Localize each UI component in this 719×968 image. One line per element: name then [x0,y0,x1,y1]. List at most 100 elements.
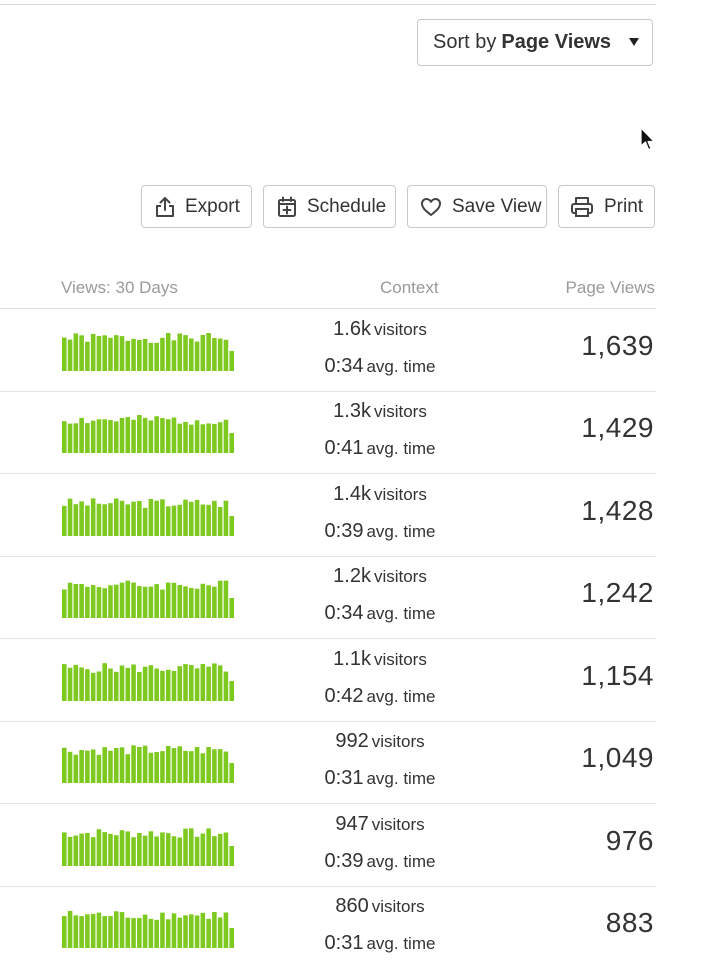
sparkline-bar [189,665,194,701]
sparkline-bar [119,830,125,866]
table-row[interactable]: 947 visitors 0:39 avg. time 976 [0,804,656,887]
table-row[interactable]: 1.2k visitors 0:34 avg. time 1,242 [0,556,656,639]
heart-icon [421,197,441,216]
sparkline-bar [200,912,206,948]
sparkline-bar [90,837,96,866]
avg-time-unit: avg. time [366,357,436,376]
sparkline-bar [131,664,136,701]
row-divider [0,391,656,392]
sparkline-bar [90,420,96,453]
sparkline-bar [194,668,200,701]
visitors-unit: visitors [373,567,427,586]
sparkline-bar [137,747,142,783]
sparkline-bar [200,753,206,783]
sparkline-bar [223,751,229,783]
visitors-count: 1.2k [333,565,371,587]
sparkline-bar [171,836,177,866]
sparkline-bar [183,915,188,948]
sparkline-bar [148,499,154,536]
sparkline-bar [206,423,211,453]
table-row[interactable]: 1.3k visitors 0:41 avg. time 1,429 [0,391,656,474]
sort-dropdown[interactable]: Sort by Page Views [417,19,653,66]
sparkline-chart [62,498,234,536]
sparkline-bar [142,338,148,371]
sparkline-bar [223,339,229,371]
sparkline-bar [85,505,90,536]
sparkline-bar [229,681,234,701]
sparkline-bar [183,335,188,371]
save-view-button[interactable]: Save View [407,185,547,228]
sparkline-bar [183,499,188,536]
sparkline-bar [177,584,183,618]
sparkline-bar [206,666,211,701]
sparkline-bar [194,341,200,371]
sparkline-bar [148,752,154,783]
export-button[interactable]: Export [141,185,252,228]
sparkline-bar [67,339,73,371]
sparkline-bar [154,836,159,866]
sparkline-bar [73,915,79,948]
sparkline-bar [137,833,142,866]
visitors-unit: visitors [371,732,425,751]
header-page-views: Page Views [565,278,655,297]
sparkline-bar [90,749,96,783]
sparkline-bar [194,915,200,948]
sparkline-bar [125,580,131,618]
sparkline-bar [96,503,102,536]
sparkline-bar [125,504,131,536]
visitors-context: 1.2k visitors [300,565,460,588]
sparkline-bar [148,342,154,371]
print-button[interactable]: Print [558,185,655,228]
sort-prefix: Sort by [433,31,497,53]
sparkline-bar [165,669,171,701]
sparkline-bar [131,419,136,453]
sparkline-bar [79,335,84,371]
header-context: Context [380,278,439,297]
sparkline-bar [165,506,171,536]
sparkline-bar [108,833,113,866]
sparkline-bar [125,667,131,701]
table-row[interactable]: 1.1k visitors 0:42 avg. time 1,154 [0,639,656,722]
visitors-unit: visitors [373,320,427,339]
schedule-label: Schedule [307,195,387,217]
sparkline-bar [62,337,67,371]
sparkline-bar [229,433,234,453]
sparkline-bar [171,748,177,783]
sparkline-bar [113,421,119,453]
row-divider [0,803,656,804]
row-divider [0,638,656,639]
sparkline-bar [85,669,90,701]
sparkline-bar [177,423,183,453]
sparkline-bar [171,582,177,618]
sparkline-bar [113,584,119,618]
sparkline-bar [217,506,223,536]
sparkline-bar [229,763,234,783]
sparkline-bar [67,836,73,866]
sparkline-bar [73,504,79,536]
sparkline-bar [189,338,194,371]
sparkline-bar [131,745,136,783]
sparkline-bar [194,836,200,866]
sparkline-bar [223,832,229,866]
sparkline-bar [62,832,67,866]
sparkline-bar [223,500,229,536]
sparkline-bar [137,340,142,371]
sparkline-bar [102,504,107,536]
sparkline-chart [62,333,234,371]
sparkline-bar [194,747,200,783]
sparkline-bar [142,914,148,948]
table-row[interactable]: 1.6k visitors 0:34 avg. time 1,639 [0,309,656,392]
schedule-button[interactable]: Schedule [263,185,396,228]
table-row[interactable]: 860 visitors 0:31 avg. time 883 [0,886,656,968]
sparkline-bar [119,665,125,701]
sparkline-bar [183,750,188,783]
visitors-count: 1.1k [333,648,371,670]
table-row[interactable]: 992 visitors 0:31 avg. time 1,049 [0,721,656,804]
table-row[interactable]: 1.4k visitors 0:39 avg. time 1,428 [0,474,656,557]
time-context: 0:42 avg. time [300,685,460,708]
sparkline-bar [79,750,84,783]
sparkline-bar [62,589,67,618]
sparkline-bar [119,417,125,453]
row-divider [0,556,656,557]
visitors-context: 1.1k visitors [300,648,460,671]
